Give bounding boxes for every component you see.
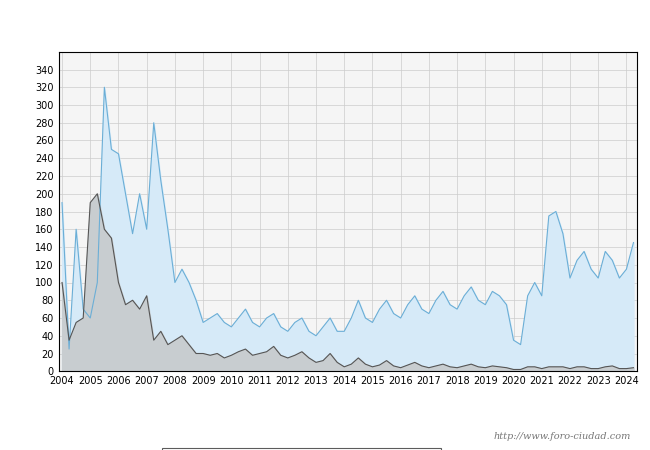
Text: Ronda - Evolucion del Nº de Transacciones Inmobiliarias: Ronda - Evolucion del Nº de Transaccione…	[120, 16, 530, 31]
Legend: Viviendas Nuevas, Viviendas Usadas: Viviendas Nuevas, Viviendas Usadas	[162, 448, 441, 450]
Text: http://www.foro-ciudad.com: http://www.foro-ciudad.com	[493, 432, 630, 441]
